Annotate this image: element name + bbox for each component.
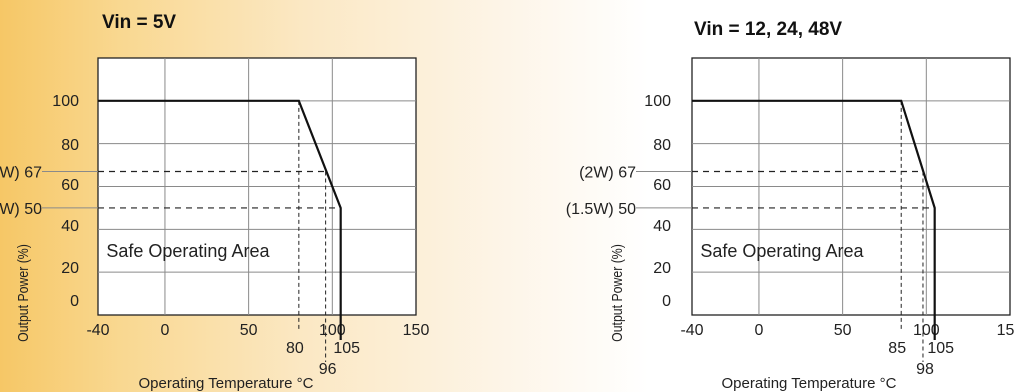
x-tick-label: 50 <box>834 322 852 339</box>
temp-marker-label: 98 <box>916 361 934 378</box>
y-tick-label: 60 <box>61 177 79 194</box>
y-tick-label: 0 <box>662 293 671 310</box>
y-tick-label: 100 <box>52 93 79 110</box>
y-tick-label: 60 <box>653 177 671 194</box>
safe-operating-area-label: Safe Operating Area <box>700 241 864 261</box>
y-tick-label: 0 <box>70 293 79 310</box>
x-axis-label: Operating Temperature °C <box>722 375 897 392</box>
y-tick-label: 40 <box>653 218 671 235</box>
ref-level-label: (2W) 67 <box>0 165 42 182</box>
x-tick-label: 0 <box>160 322 169 339</box>
y-tick-label: 80 <box>61 137 79 154</box>
temp-marker-label: 80 <box>286 340 304 357</box>
y-tick-label: 40 <box>61 218 79 235</box>
temp-marker-label: 105 <box>333 340 360 357</box>
y-axis-label: Output Power (%) <box>609 244 625 342</box>
y-tick-label: 100 <box>644 93 671 110</box>
x-tick-label: 150 <box>997 322 1014 339</box>
y-tick-label: 20 <box>61 260 79 277</box>
ref-level-label: (1.5W) 50 <box>0 201 42 218</box>
temp-marker-label: 85 <box>888 340 906 357</box>
temp-marker-label: 96 <box>319 361 337 378</box>
x-axis-label: Operating Temperature °C <box>139 375 314 392</box>
chart-2: Vin = 12, 24, 48V -40 0 50 100 150 0 20 40 60 80 10… <box>566 19 1014 392</box>
derating-curve <box>692 99 936 340</box>
x-tick-label: 100 <box>913 322 940 339</box>
ref-level-label: (1.5W) 50 <box>566 201 636 218</box>
derating-curve <box>98 99 342 340</box>
x-tick-label: 150 <box>403 322 430 339</box>
safe-operating-area-label: Safe Operating Area <box>106 241 270 261</box>
x-tick-label: -40 <box>680 322 703 339</box>
chart-title: Vin = 5V <box>102 12 176 33</box>
x-tick-label: 50 <box>240 322 258 339</box>
x-tick-label: -40 <box>86 322 109 339</box>
y-tick-label: 20 <box>653 260 671 277</box>
temp-marker-label: 105 <box>927 340 954 357</box>
x-tick-label: 0 <box>754 322 763 339</box>
y-axis-label: Output Power (%) <box>15 244 31 342</box>
y-tick-label: 80 <box>653 137 671 154</box>
chart-title: Vin = 12, 24, 48V <box>694 19 842 40</box>
ref-level-label: (2W) 67 <box>579 165 636 182</box>
